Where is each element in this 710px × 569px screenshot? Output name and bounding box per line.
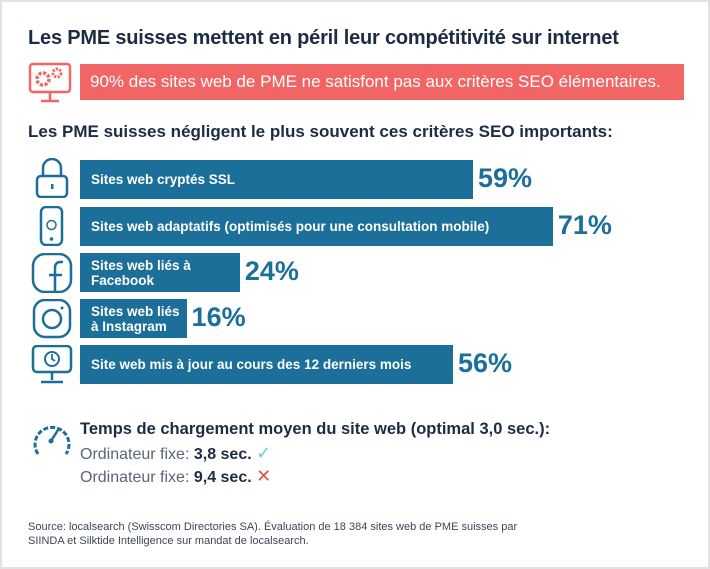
- source-line: SIINDA et Silktide Intelligence sur mand…: [28, 535, 309, 547]
- seo-alert-banner: 90% des sites web de PME ne satisfont pa…: [80, 64, 684, 100]
- page-title: Les PME suisses mettent en péril leur co…: [28, 27, 619, 49]
- value-label: 24%: [244, 256, 299, 286]
- row-label: Ordinateur fixe:: [80, 446, 190, 463]
- bar-label: Sites web cryptés SSL: [91, 172, 236, 187]
- instagram-icon: [32, 299, 72, 339]
- source-note: Source: localsearch (Swisscom Directorie…: [28, 520, 517, 548]
- bar-label: Sites web liés à Instagram: [91, 303, 180, 334]
- bar: Sites web liés à Instagram: [80, 299, 187, 338]
- bar: Sites web liés à Facebook: [80, 253, 240, 292]
- bar-label: Sites web liés à Facebook: [91, 257, 191, 288]
- loading-row-2: Ordinateur fixe: 9,4 sec. ✕: [80, 466, 271, 487]
- value-label: 56%: [457, 348, 512, 378]
- value-label: 16%: [191, 302, 246, 332]
- check-icon: ✓: [256, 443, 272, 463]
- facebook-icon: [31, 253, 73, 293]
- bar-label: Sites web adaptatifs (optimisés pour une…: [91, 219, 490, 234]
- bar-label: Site web mis à jour au cours des 12 dern…: [91, 357, 412, 372]
- loading-row-1: Ordinateur fixe: 3,8 sec. ✓: [80, 443, 271, 464]
- smartphone-globe-icon: [39, 206, 64, 246]
- value-label: 59%: [477, 163, 532, 193]
- bar: Site web mis à jour au cours des 12 dern…: [80, 345, 453, 384]
- speedometer-icon: [33, 425, 71, 455]
- cross-icon: ✕: [256, 466, 272, 486]
- value-label: 71%: [557, 210, 612, 240]
- monitor-gears-icon: [28, 62, 72, 103]
- section-subtitle: Les PME suisses négligent le plus souven…: [28, 122, 613, 141]
- row-value: 3,8 sec.: [193, 446, 252, 463]
- monitor-clock-icon: [31, 345, 73, 384]
- row-value: 9,4 sec.: [193, 469, 252, 486]
- loading-time-title: Temps de chargement moyen du site web (o…: [80, 420, 551, 438]
- source-line: Source: localsearch (Swisscom Directorie…: [28, 521, 518, 533]
- lock-icon: [35, 158, 69, 198]
- bar: Sites web adaptatifs (optimisés pour une…: [80, 207, 553, 246]
- row-label: Ordinateur fixe:: [80, 469, 190, 486]
- bar: Sites web cryptés SSL: [80, 160, 473, 199]
